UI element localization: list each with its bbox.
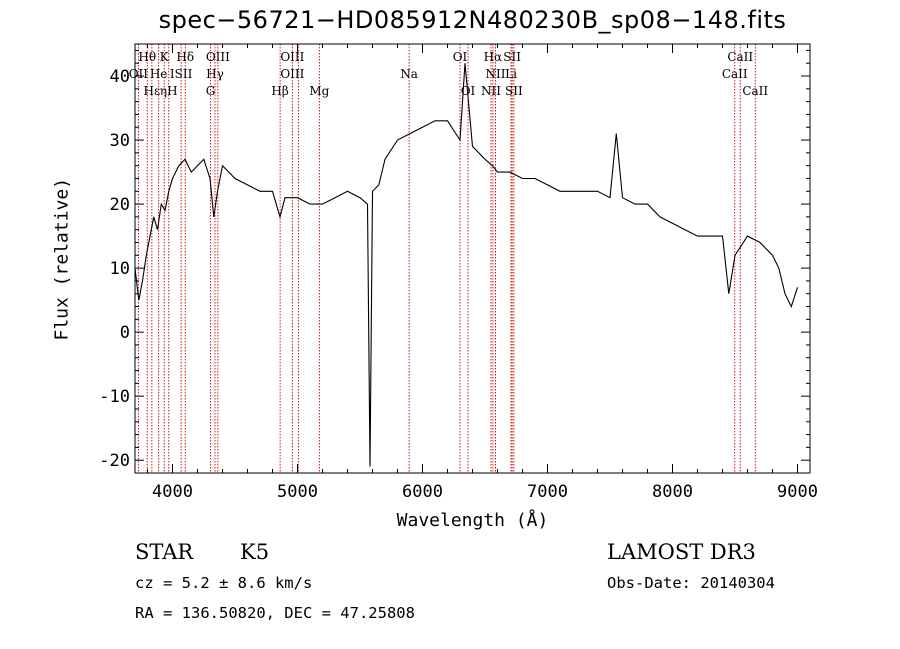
y-tick-label: -20 [99, 451, 130, 471]
y-tick-label: 30 [110, 131, 130, 151]
redshift-cz: cz = 5.2 ± 8.6 km/s [135, 574, 313, 592]
spectral-line-label: Hγ [206, 67, 224, 81]
y-tick-label: 40 [110, 67, 130, 87]
spectral-line-label: He [150, 67, 168, 81]
spectral-line-label: Hδ [176, 50, 194, 64]
spectral-line-label: Hθ [138, 50, 156, 64]
x-tick-label: 4000 [152, 482, 193, 502]
spectral-line-label: CaII [722, 67, 748, 81]
spectral-line-label: ηH [160, 84, 178, 98]
y-tick-label: 0 [120, 323, 130, 343]
x-tick-label: 8000 [652, 482, 693, 502]
x-tick-label: 5000 [277, 482, 318, 502]
ra-dec-coordinates: RA = 136.50820, DEC = 47.25808 [135, 604, 415, 622]
spectral-line-label: NII [481, 84, 501, 98]
spectral-line-label: SII [505, 84, 523, 98]
plot-frame [134, 43, 811, 474]
x-axis-label: Wavelength (Å) [396, 510, 549, 531]
spectral-line-label: Na [400, 67, 418, 81]
y-tick-label: 10 [110, 259, 130, 279]
y-tick-label: 20 [110, 195, 130, 215]
survey-name: LAMOST DR3 [607, 540, 756, 564]
object-subclass: K5 [240, 540, 270, 564]
spectral-line-label: OI [461, 84, 476, 98]
object-class: STAR [135, 540, 194, 564]
x-tick-label: 6000 [402, 482, 443, 502]
spectral-line-label: OIII [206, 50, 230, 64]
spectral-line-label: CaII [742, 84, 768, 98]
y-axis-label: Flux (relative) [51, 177, 73, 341]
y-tick-label: -10 [99, 387, 130, 407]
spectral-line-label: G [206, 84, 216, 98]
spectral-line-label: NII [486, 67, 506, 81]
chart-title: spec−56721−HD085912N480230B_sp08−148.fit… [158, 6, 787, 34]
spectral-line-label: OIII [280, 67, 304, 81]
spectral-line-label: ISII [170, 67, 193, 81]
spectral-line-label: OI [453, 50, 468, 64]
observation-date: Obs-Date: 20140304 [607, 574, 775, 592]
spectral-line-label: Hε [144, 84, 161, 98]
x-tick-label: 9000 [777, 482, 818, 502]
spectral-line-label: SII [503, 50, 521, 64]
spectral-line-label: Hβ [271, 84, 288, 98]
spectral-line-label: OIII [280, 50, 304, 64]
spectral-line-label: Li [505, 67, 517, 81]
spectral-line-label: OII [129, 67, 149, 81]
spectral-line-label: K [160, 50, 170, 64]
spectral-line-label: Mg [309, 84, 329, 98]
spectral-line-label: Hα [484, 50, 503, 64]
spectrum-line [134, 63, 799, 467]
spectral-line-label: CaII [727, 50, 753, 64]
x-tick-label: 7000 [527, 482, 568, 502]
